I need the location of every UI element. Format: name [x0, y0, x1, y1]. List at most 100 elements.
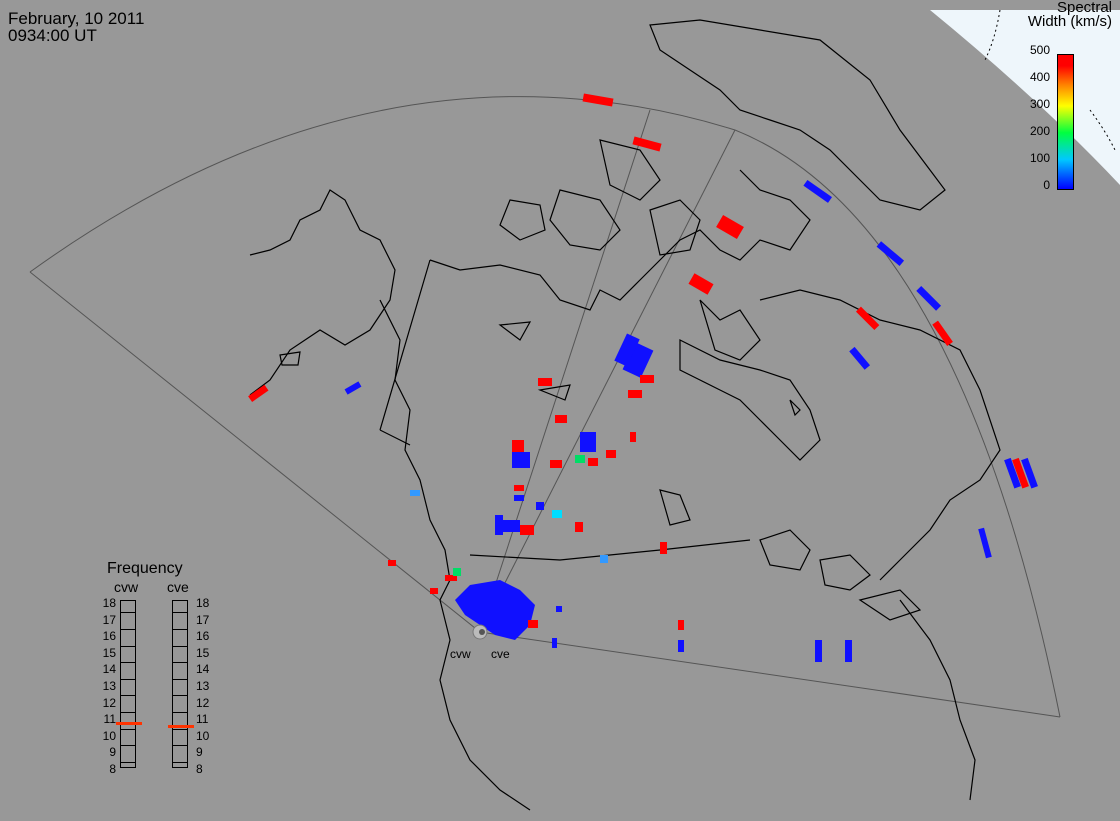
- echo-patch: [580, 432, 596, 452]
- frequency-tick-cvw: 16: [102, 629, 116, 644]
- echo-patch: [978, 527, 992, 559]
- echo-patch: [803, 179, 833, 203]
- legend-tick: 400: [1029, 70, 1050, 84]
- echo-patch: [606, 450, 616, 458]
- spectral-width-colorbar: [1057, 54, 1074, 190]
- frequency-tick-cvw: 13: [102, 679, 116, 693]
- frequency-cell-divider: [173, 711, 187, 713]
- frequency-cell-divider: [121, 761, 135, 763]
- frequency-cell-divider: [121, 628, 135, 630]
- frequency-tick-cve: 17: [196, 612, 210, 627]
- echo-patch: [678, 640, 684, 652]
- frequency-tick-cve: 14: [196, 662, 210, 677]
- echo-patch: [815, 640, 822, 662]
- echo-patch: [536, 502, 544, 510]
- echo-patch: [622, 342, 654, 378]
- radar-label-cvw: cvw: [450, 647, 471, 661]
- legend-tick: 100: [1029, 151, 1050, 165]
- frequency-cell-divider: [173, 678, 187, 680]
- echo-patch: [1012, 457, 1029, 489]
- echo-patch: [528, 620, 538, 628]
- frequency-cell-divider: [173, 612, 187, 614]
- echo-patch: [932, 320, 953, 346]
- echo-patch: [453, 568, 461, 576]
- echo-patch: [514, 485, 524, 491]
- frequency-tick-cve: 8: [196, 762, 203, 776]
- legend-tick: 300: [1029, 97, 1050, 111]
- echo-patch: [845, 640, 852, 662]
- echo-patch: [614, 333, 640, 367]
- echo-patch: [495, 515, 503, 535]
- frequency-tick-cvw: 14: [102, 662, 116, 677]
- echo-patch: [640, 375, 654, 383]
- frequency-tick-cvw: 8: [109, 762, 116, 776]
- legend-tick: 500: [1029, 43, 1050, 57]
- echo-patch: [855, 306, 880, 331]
- frequency-tick-cvw: 18: [102, 596, 116, 610]
- frequency-cell-divider: [173, 645, 187, 647]
- radar-site-center: [479, 629, 485, 635]
- echo-patch: [520, 525, 534, 535]
- polar-region: [930, 10, 1120, 185]
- frequency-cell-divider: [121, 678, 135, 680]
- frequency-column-cvw: [120, 600, 136, 768]
- echo-patch: [660, 542, 667, 554]
- echo-cluster-near: [455, 580, 535, 640]
- frequency-tick-cve: 12: [196, 695, 210, 710]
- frequency-column-cve: [172, 600, 188, 768]
- frequency-cell-divider: [121, 728, 135, 730]
- echo-patch: [552, 510, 562, 518]
- echo-patch: [575, 522, 583, 532]
- echo-patch: [849, 346, 871, 370]
- frequency-title: Frequency: [107, 560, 183, 577]
- echo-patch: [550, 460, 562, 468]
- echo-patch: [445, 575, 457, 581]
- echo-patch: [630, 432, 636, 442]
- echo-patch: [876, 241, 905, 266]
- echo-patch: [512, 440, 524, 452]
- echo-patch: [512, 452, 530, 468]
- echo-patch: [688, 273, 714, 295]
- frequency-tick-cvw: 10: [102, 728, 116, 743]
- echo-patch: [1004, 457, 1021, 489]
- legend-title-line2: Width (km/s): [1027, 13, 1112, 30]
- frequency-cell-divider: [173, 628, 187, 630]
- echo-patch: [248, 384, 269, 403]
- echo-patch: [556, 606, 562, 612]
- frequency-cell-divider: [121, 645, 135, 647]
- coastlines: [249, 19, 1001, 811]
- frequency-cell-divider: [121, 745, 135, 747]
- frequency-cell-divider: [173, 662, 187, 664]
- frequency-cell-divider: [121, 711, 135, 713]
- echo-patch: [600, 555, 608, 563]
- frequency-cell-divider: [173, 761, 187, 763]
- frequency-cell-divider: [173, 728, 187, 730]
- frequency-cell-divider: [173, 745, 187, 747]
- echo-patch: [344, 381, 362, 395]
- frequency-tick-cve: 13: [196, 679, 210, 693]
- frequency-tick-cve: 16: [196, 629, 210, 644]
- frequency-cell-divider: [121, 695, 135, 697]
- echo-patch: [916, 285, 942, 311]
- echo-patch: [388, 560, 396, 566]
- frequency-cell-divider: [121, 612, 135, 614]
- echo-patch: [514, 495, 524, 501]
- frequency-tick-cvw: 11: [103, 712, 116, 727]
- legend-tick: 0: [1043, 178, 1050, 192]
- frequency-tick-cvw: 17: [102, 612, 116, 627]
- echo-patch: [588, 458, 598, 466]
- echo-patch: [1021, 457, 1038, 489]
- echo-patch: [716, 214, 744, 240]
- plot-time: 0934:00 UT: [8, 26, 97, 45]
- echo-patches: [248, 93, 1038, 662]
- echo-patch: [555, 415, 567, 423]
- legend-tick: 200: [1029, 124, 1050, 138]
- echo-patch: [632, 136, 662, 152]
- echo-patch: [552, 638, 557, 648]
- echo-patch: [538, 378, 552, 386]
- frequency-marker-cve: [168, 724, 194, 728]
- echo-patch: [430, 588, 438, 594]
- echo-patch: [582, 93, 614, 107]
- frequency-tick-cve: 15: [196, 645, 210, 660]
